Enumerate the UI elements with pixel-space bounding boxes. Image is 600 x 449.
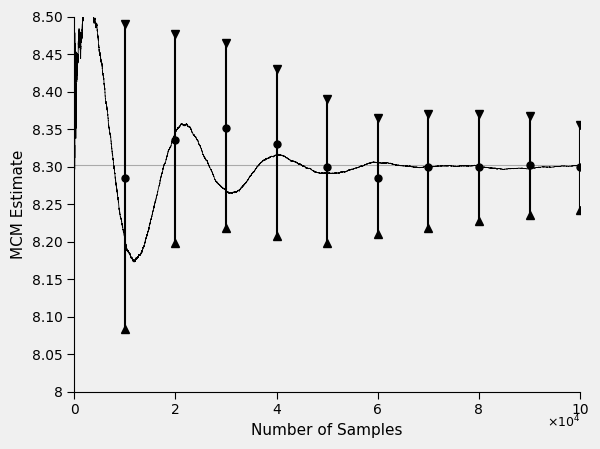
Text: $\times10^4$: $\times10^4$: [547, 414, 580, 431]
X-axis label: Number of Samples: Number of Samples: [251, 423, 403, 438]
Y-axis label: MCM Estimate: MCM Estimate: [11, 150, 26, 259]
